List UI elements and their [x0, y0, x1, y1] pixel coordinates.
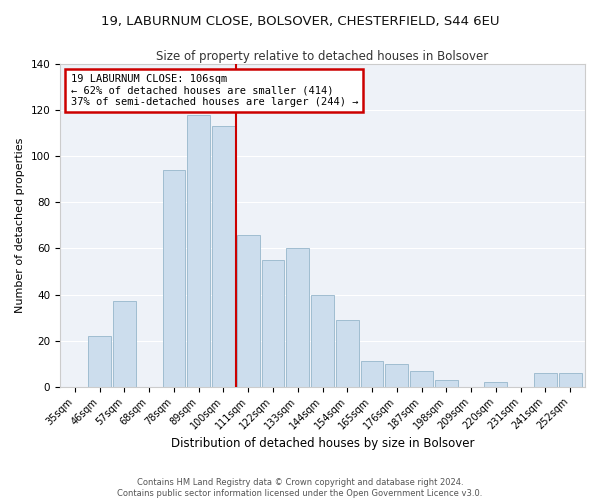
- Bar: [163, 170, 185, 386]
- Bar: [336, 320, 359, 386]
- Text: Contains HM Land Registry data © Crown copyright and database right 2024.
Contai: Contains HM Land Registry data © Crown c…: [118, 478, 482, 498]
- Bar: [88, 336, 111, 386]
- Bar: [435, 380, 458, 386]
- Bar: [262, 260, 284, 386]
- Y-axis label: Number of detached properties: Number of detached properties: [15, 138, 25, 313]
- Bar: [534, 373, 557, 386]
- Bar: [113, 302, 136, 386]
- Bar: [212, 126, 235, 386]
- Text: 19 LABURNUM CLOSE: 106sqm
← 62% of detached houses are smaller (414)
37% of semi: 19 LABURNUM CLOSE: 106sqm ← 62% of detac…: [71, 74, 358, 107]
- Bar: [286, 248, 309, 386]
- Bar: [187, 115, 210, 386]
- Bar: [484, 382, 507, 386]
- Bar: [311, 294, 334, 386]
- Bar: [385, 364, 408, 386]
- Bar: [559, 373, 581, 386]
- X-axis label: Distribution of detached houses by size in Bolsover: Distribution of detached houses by size …: [171, 437, 474, 450]
- Text: 19, LABURNUM CLOSE, BOLSOVER, CHESTERFIELD, S44 6EU: 19, LABURNUM CLOSE, BOLSOVER, CHESTERFIE…: [101, 15, 499, 28]
- Title: Size of property relative to detached houses in Bolsover: Size of property relative to detached ho…: [157, 50, 488, 63]
- Bar: [410, 370, 433, 386]
- Bar: [361, 362, 383, 386]
- Bar: [237, 234, 260, 386]
